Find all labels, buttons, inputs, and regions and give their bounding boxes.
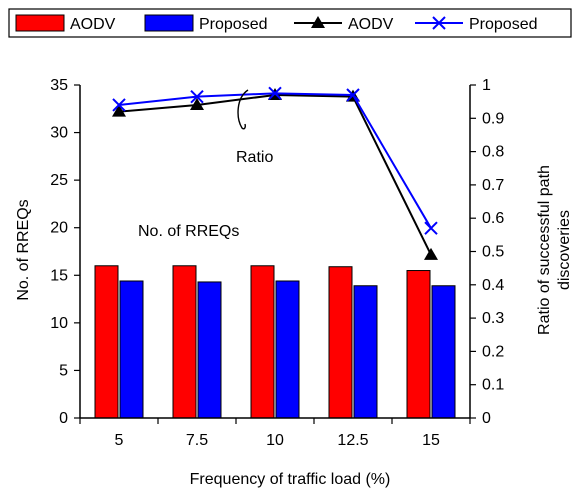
marker-proposed-2	[268, 86, 282, 101]
annotation-ratio-curl	[237, 89, 249, 130]
x-tick-label-3: 12.5	[337, 432, 368, 449]
y-tick-label-left-0: 0	[59, 410, 68, 427]
marker-proposed-3	[346, 88, 360, 102]
y-tick-label-right-8: 0.8	[482, 144, 504, 161]
bar-aodv-0	[94, 265, 119, 419]
marker-aodv-1	[190, 97, 204, 110]
marker-aodv-0	[112, 104, 126, 117]
y-tick-label-right-9: 0.9	[482, 110, 504, 127]
legend: AODV Proposed AODV Proposed	[8, 8, 572, 38]
x-axis-label: Frequency of traffic load (%)	[190, 471, 391, 488]
y-axis-right-label-line2: discoveries	[556, 210, 573, 290]
marker-proposed-1	[190, 89, 204, 104]
legend-label-1: Proposed	[199, 16, 268, 33]
y-tick-label-left-3: 15	[50, 267, 68, 284]
y-tick-label-right-2: 0.2	[482, 343, 504, 360]
legend-box	[8, 8, 572, 38]
y-tick-label-left-1: 5	[59, 362, 68, 379]
bar-aodv-2	[250, 265, 275, 419]
y-tick-label-right-10: 1	[482, 77, 491, 94]
annotation-ratio: Ratio	[236, 149, 273, 166]
bar-proposed-4	[431, 285, 456, 419]
marker-proposed-4	[424, 221, 438, 235]
bar-aodv-4	[406, 270, 431, 419]
y-tick-label-left-5: 25	[50, 172, 68, 189]
bar-aodv-3	[328, 266, 353, 419]
y-tick-label-left-2: 10	[50, 315, 68, 332]
y-tick-label-right-7: 0.7	[482, 177, 504, 194]
y-tick-label-left-4: 20	[50, 220, 68, 237]
legend-label-0: AODV	[70, 16, 116, 33]
y-tick-label-left-6: 30	[50, 125, 68, 142]
x-tick-label-1: 7.5	[186, 432, 208, 449]
x-tick-label-4: 15	[422, 432, 440, 449]
marker-aodv-4	[424, 247, 438, 260]
x-tick-label-2: 10	[266, 432, 284, 449]
legend-label-3: Proposed	[469, 16, 538, 33]
legend-label-2: AODV	[348, 16, 394, 33]
axes: 0510152025303500.10.20.30.40.50.60.70.80…	[50, 77, 504, 449]
bar-proposed-3	[353, 285, 378, 419]
annotation-rreqs: No. of RREQs	[138, 223, 239, 240]
y-tick-label-right-0: 0	[482, 410, 491, 427]
bar-proposed-0	[119, 280, 144, 419]
y-tick-label-right-6: 0.6	[482, 210, 504, 227]
x-tick-label-0: 5	[115, 432, 124, 449]
y-tick-label-right-1: 0.1	[482, 377, 504, 394]
legend-marker-2	[311, 16, 325, 28]
bar-aodv-1	[172, 265, 197, 419]
y-axis-right-label-line1: Ratio of successful path	[536, 165, 553, 335]
y-tick-label-right-3: 0.3	[482, 310, 504, 327]
y-tick-label-right-4: 0.4	[482, 277, 504, 294]
y-tick-label-left-7: 35	[50, 77, 68, 94]
bars	[94, 265, 456, 419]
legend-swatch-0	[15, 14, 65, 32]
bar-proposed-2	[275, 280, 300, 419]
y-axis-left-label: No. of RREQs	[15, 199, 32, 300]
lines	[112, 86, 438, 260]
legend-swatch-1	[144, 14, 194, 32]
legend-marker-3	[432, 16, 446, 30]
y-tick-label-right-5: 0.5	[482, 244, 504, 261]
bar-proposed-1	[197, 281, 222, 419]
marker-proposed-0	[112, 98, 126, 112]
